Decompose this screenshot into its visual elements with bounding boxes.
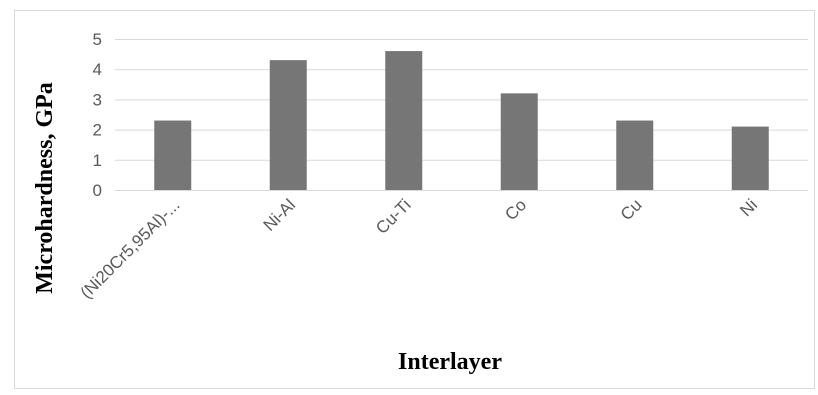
y-axis-ticks: 0 1 2 3 4 5	[93, 30, 102, 200]
bar	[616, 120, 654, 190]
x-axis-label: Interlayer	[398, 349, 502, 375]
bars	[154, 51, 769, 190]
bar	[385, 51, 423, 190]
gridlines	[115, 39, 808, 191]
bar	[269, 60, 307, 190]
y-tick-label: 1	[93, 151, 102, 170]
bar	[154, 120, 192, 190]
y-tick-label: 3	[93, 90, 102, 109]
bar	[731, 126, 769, 190]
y-axis-label: Microhardness, GPa	[32, 82, 58, 294]
y-tick-label: 5	[93, 30, 102, 49]
bar	[500, 93, 538, 190]
y-tick-label: 0	[93, 181, 102, 200]
y-tick-label: 4	[93, 60, 102, 79]
y-tick-label: 2	[93, 121, 102, 140]
